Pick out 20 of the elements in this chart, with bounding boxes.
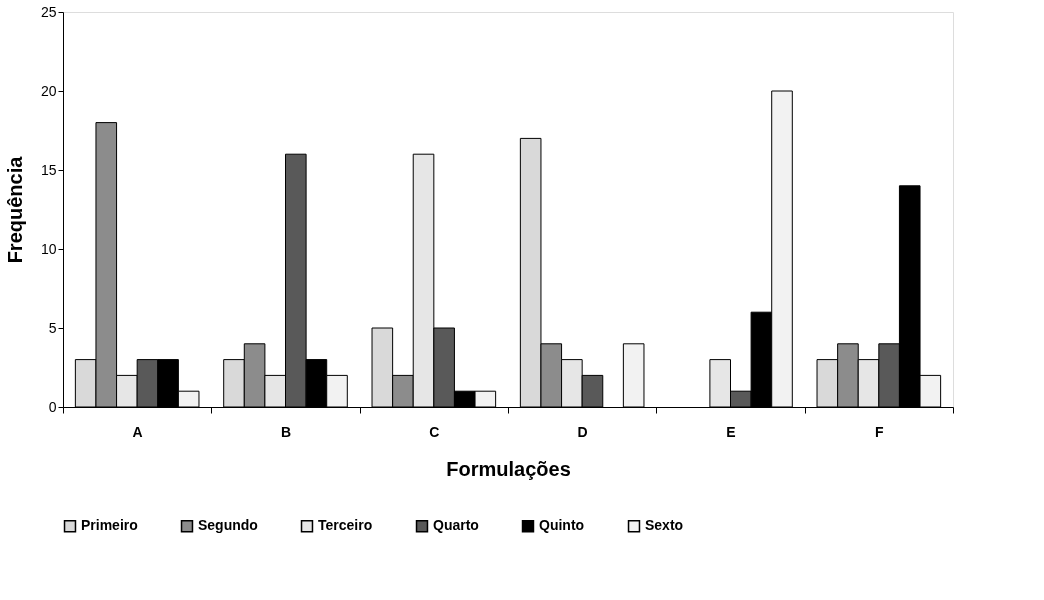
x-axis-title: Formulações: [446, 457, 571, 480]
x-tick-label: C: [429, 423, 440, 440]
x-tick-label: E: [726, 423, 736, 440]
y-tick-label: 20: [40, 82, 57, 99]
x-tick-label: D: [577, 423, 588, 440]
legend-label: Segundo: [198, 517, 258, 534]
legend-label: Sexto: [645, 517, 684, 534]
y-tick-label: 0: [48, 398, 57, 415]
legend-label: Quarto: [433, 517, 479, 534]
legend-label: Primeiro: [81, 517, 138, 534]
legend-label: Quinto: [539, 517, 585, 534]
y-tick-label: 10: [40, 240, 57, 257]
y-tick-label: 15: [40, 161, 57, 178]
y-tick-label: 25: [40, 3, 57, 20]
y-axis-title: Frequência: [3, 155, 26, 264]
x-tick-label: A: [132, 423, 143, 440]
legend-label: Terceiro: [318, 517, 373, 534]
x-tick-label: F: [875, 423, 885, 440]
x-tick-label: B: [280, 423, 292, 440]
y-tick-label: 5: [48, 319, 57, 336]
